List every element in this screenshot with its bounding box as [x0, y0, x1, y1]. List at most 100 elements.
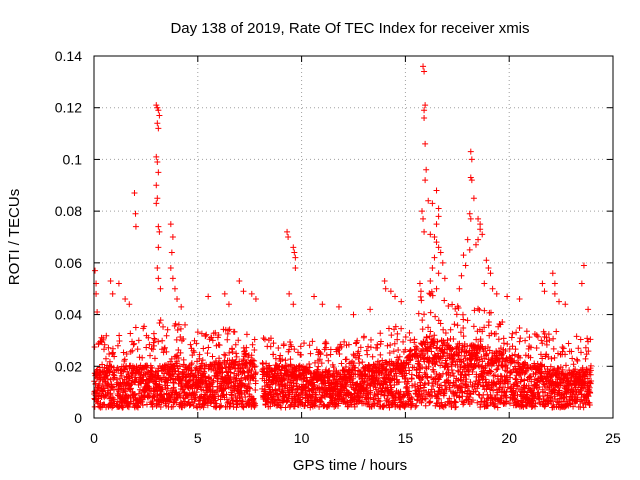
data-point [371, 400, 378, 407]
data-point [315, 363, 322, 370]
data-point [394, 330, 401, 337]
data-point [228, 379, 235, 386]
data-point [497, 372, 504, 379]
data-point [584, 335, 591, 342]
data-point [588, 378, 595, 385]
data-point [330, 364, 337, 371]
data-point [526, 334, 533, 341]
data-point [366, 362, 373, 369]
data-point [458, 377, 465, 384]
data-point [178, 303, 185, 310]
data-point [421, 115, 428, 122]
data-point [106, 368, 113, 375]
data-point [437, 320, 444, 327]
data-point [359, 359, 366, 366]
data-point [343, 383, 350, 390]
data-point [517, 354, 524, 361]
data-point [118, 372, 125, 379]
data-point [307, 404, 314, 411]
data-point [101, 346, 108, 353]
data-point [122, 296, 129, 303]
data-point [427, 328, 434, 335]
data-point [367, 344, 374, 351]
data-point [516, 325, 523, 332]
data-point [175, 354, 182, 361]
data-point [421, 350, 428, 357]
data-point [180, 335, 187, 342]
data-point [128, 381, 135, 388]
data-point [549, 270, 556, 277]
data-point [539, 340, 546, 347]
data-point [545, 354, 552, 361]
y-tick-label: 0.12 [55, 100, 82, 116]
data-point [360, 382, 367, 389]
data-point [586, 402, 593, 409]
data-point [342, 363, 349, 370]
data-point [153, 153, 160, 160]
data-point [582, 344, 589, 351]
data-point [582, 355, 589, 362]
data-point [577, 336, 584, 343]
data-point [435, 205, 442, 212]
data-point [171, 363, 178, 370]
data-point [423, 166, 430, 173]
data-point [487, 369, 494, 376]
data-point [460, 252, 467, 259]
data-point [216, 342, 223, 349]
data-point [154, 159, 161, 166]
data-point [434, 344, 441, 351]
data-point [167, 265, 174, 272]
data-point [248, 368, 255, 375]
data-point [292, 254, 299, 261]
data-point [509, 352, 516, 359]
data-point [100, 336, 107, 343]
data-points [91, 63, 595, 411]
data-point [433, 239, 440, 246]
data-point [551, 280, 558, 287]
data-point [484, 344, 491, 351]
data-point [521, 388, 528, 395]
data-point [194, 329, 201, 336]
data-point [354, 337, 361, 344]
data-point [381, 277, 388, 284]
data-point [135, 337, 142, 344]
data-point [477, 221, 484, 228]
data-point [578, 349, 585, 356]
data-point [562, 362, 569, 369]
data-point [156, 228, 163, 235]
data-point [394, 354, 401, 361]
data-point [251, 363, 258, 370]
data-point [156, 112, 163, 119]
data-point [155, 275, 162, 282]
data-point [523, 402, 530, 409]
data-point [160, 349, 167, 356]
data-point [509, 343, 516, 350]
data-point [311, 359, 318, 366]
data-point [313, 392, 320, 399]
data-point [202, 332, 209, 339]
data-point [165, 377, 172, 384]
data-point [429, 292, 436, 299]
data-point [446, 395, 453, 402]
data-point [483, 257, 490, 264]
data-point [155, 107, 162, 114]
data-point [249, 341, 256, 348]
data-point [241, 347, 248, 354]
data-point [275, 394, 282, 401]
data-point [251, 336, 258, 343]
data-point [243, 344, 250, 351]
data-point [416, 385, 423, 392]
data-point [350, 360, 357, 367]
data-point [491, 402, 498, 409]
data-point [209, 337, 216, 344]
data-point [538, 337, 545, 344]
data-point [263, 360, 270, 367]
data-point [431, 234, 438, 240]
data-point [477, 336, 484, 343]
data-point [517, 335, 524, 342]
data-point [136, 354, 143, 361]
data-point [468, 156, 475, 163]
data-point [176, 363, 183, 370]
data-point [386, 372, 393, 379]
data-point [580, 404, 587, 411]
